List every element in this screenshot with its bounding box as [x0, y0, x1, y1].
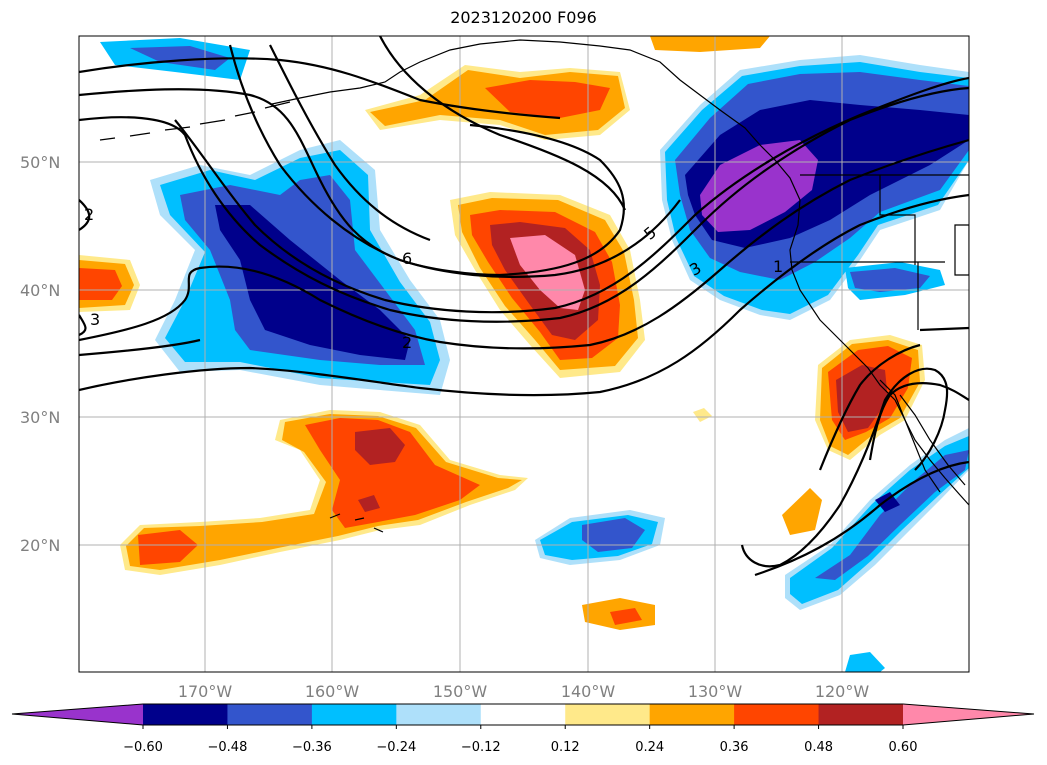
warm-pink	[510, 235, 585, 310]
map-plot-area: 6 5 3 2 2 3 1	[79, 36, 969, 672]
lon-label-170w: 170°W	[178, 682, 233, 701]
colorbar-tick-label: −0.24	[376, 740, 416, 755]
ne-purple	[700, 140, 818, 232]
contour-label-6: 6	[402, 249, 412, 268]
contour-lines	[79, 36, 969, 577]
lat-label-20n: 20°N	[20, 536, 60, 555]
contour-label-3-west: 3	[90, 310, 100, 329]
map-title: 2023120200 F096	[450, 8, 597, 27]
colorbar-tick-label: 0.24	[635, 740, 664, 755]
lat-label-50n: 50°N	[20, 153, 60, 172]
colorbar-tick-label: −0.60	[123, 740, 163, 755]
subtrop-redorange	[305, 418, 480, 528]
contour-h	[79, 338, 201, 357]
colorbar-tick-label: −0.36	[292, 740, 332, 755]
ne-patch-blue	[850, 268, 930, 292]
contour-label-2-west: 2	[84, 205, 94, 224]
lat-label-30n: 30°N	[20, 408, 60, 427]
colorbar-segment	[649, 704, 735, 725]
colorbar-tick-label: 0.12	[551, 740, 580, 755]
lon-label-140w: 140°W	[561, 682, 616, 701]
hawaii-blue-dark	[582, 518, 645, 552]
contour-ca-3	[868, 381, 969, 461]
colorbar-tick-label: 0.60	[889, 740, 918, 755]
colorbar-segments	[12, 704, 1034, 725]
contour-right-edge	[919, 326, 969, 332]
contour-d	[269, 44, 431, 242]
contour-top-1	[79, 57, 561, 120]
graticule	[79, 36, 969, 672]
state-lines	[790, 175, 969, 330]
lon-label-160w: 160°W	[305, 682, 360, 701]
contour-label-1: 1	[773, 257, 783, 276]
contour-f	[79, 138, 969, 350]
colorbar-extend-low	[12, 704, 143, 725]
longitude-labels: 170°W 160°W 150°W 140°W 130°W 120°W	[178, 682, 870, 701]
colorbar-segment	[227, 704, 313, 725]
colorbar-segment	[818, 704, 904, 725]
colorbar-segment	[565, 704, 651, 725]
colorbar-segment	[143, 704, 228, 725]
bottom-blue	[845, 652, 885, 672]
gulf-redorange	[485, 80, 610, 118]
ca-darkred	[836, 365, 888, 432]
small-red	[610, 608, 642, 625]
top-orange	[650, 36, 770, 52]
colorbar-tick-label: 0.36	[720, 740, 749, 755]
contour-i	[79, 314, 87, 337]
subtrop-darkred2	[358, 495, 380, 512]
contour-b	[174, 76, 969, 314]
shaded-field	[79, 36, 969, 672]
trough-navy	[215, 205, 410, 360]
tiny-yellow	[693, 408, 712, 422]
colorbar-tick-label: −0.12	[461, 740, 501, 755]
mex-blue	[815, 450, 969, 580]
colorbar-extend-high	[903, 704, 1034, 725]
lon-label-150w: 150°W	[433, 682, 488, 701]
colorbar-tick-label: −0.48	[208, 740, 248, 755]
contour-ca-2	[818, 343, 921, 471]
lon-label-120w: 120°W	[815, 682, 870, 701]
colorbar: −0.60 −0.48 −0.36 −0.24 −0.12 0.12 0.24 0.36 0.4…	[11, 703, 1035, 755]
colorbar-segment	[396, 704, 482, 725]
west-edge-red	[79, 268, 122, 300]
colorbar-segment	[311, 704, 397, 725]
map-frame	[78, 35, 970, 673]
contour-j	[79, 199, 91, 231]
mex-navy	[875, 492, 900, 512]
colorbar-tick-label: 0.48	[804, 740, 833, 755]
subtrop-west-red	[138, 530, 198, 565]
contour-ca-4	[754, 460, 969, 577]
latitude-labels: 50°N 40°N 30°N 20°N	[20, 153, 60, 555]
hawaii	[329, 513, 384, 533]
contour-c	[228, 44, 681, 278]
contour-label-2: 2	[402, 333, 412, 352]
contour-e	[379, 36, 627, 211]
colorbar-segment	[734, 704, 820, 725]
lon-label-130w: 130°W	[688, 682, 743, 701]
s-orange	[782, 488, 822, 535]
lat-label-40n: 40°N	[20, 281, 60, 300]
colorbar-segment	[480, 704, 566, 725]
contour-a	[79, 86, 969, 323]
subtrop-darkred	[355, 428, 405, 465]
contour-g	[79, 193, 969, 397]
colorbar-ticks: −0.60 −0.48 −0.36 −0.24 −0.12 0.12 0.24 0.36 0.4…	[123, 725, 917, 755]
